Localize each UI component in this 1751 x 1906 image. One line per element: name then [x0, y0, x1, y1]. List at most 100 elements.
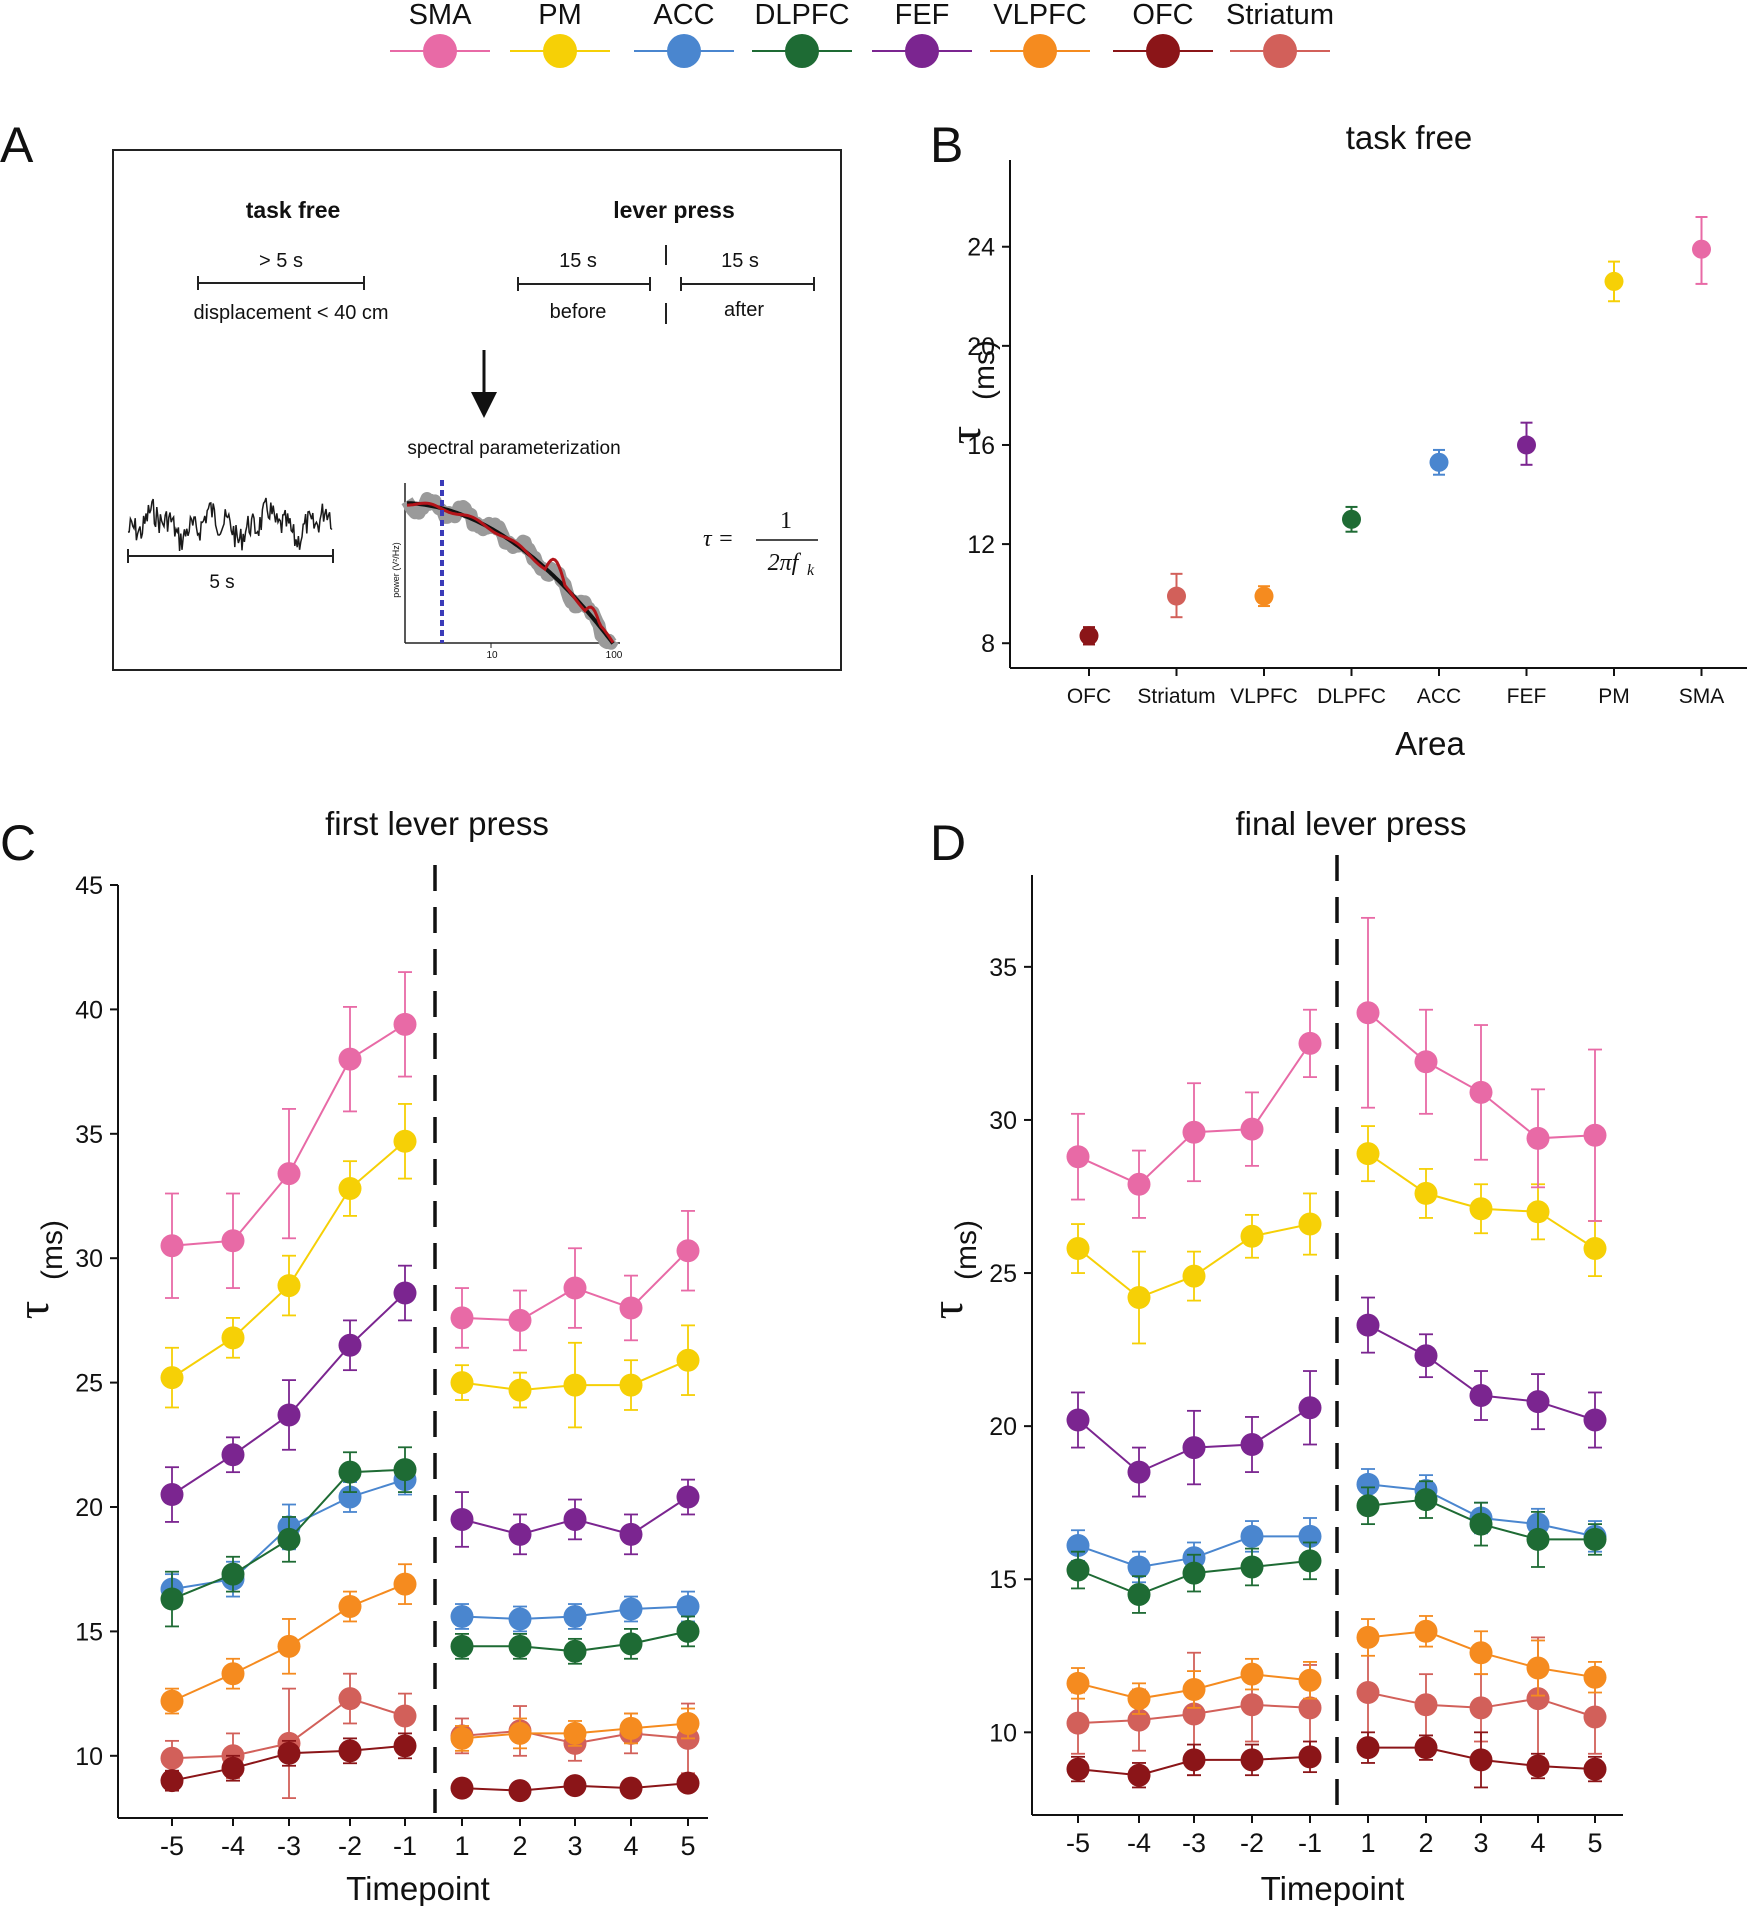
legend-marker	[423, 34, 457, 68]
panel-b-ytick-label: 24	[967, 234, 995, 262]
panel-c-xtick-label: 2	[512, 1831, 527, 1861]
panel-c-point-vlpfc	[277, 1634, 301, 1658]
panel-d-point-vlpfc	[1127, 1687, 1151, 1711]
panel-c-point-pm	[450, 1371, 474, 1395]
panel-d-point-pm	[1526, 1200, 1550, 1224]
panel-d-xtick-label: -3	[1182, 1828, 1206, 1858]
panel-c-point-ofc	[508, 1779, 532, 1803]
panel-d-point-ofc	[1469, 1748, 1493, 1772]
panel-d-xtick-label: -5	[1066, 1828, 1090, 1858]
legend-marker	[1023, 34, 1057, 68]
panel-d-point-ofc	[1240, 1748, 1264, 1772]
legend-label: PM	[538, 0, 582, 31]
panel-d-point-pm	[1583, 1237, 1607, 1261]
legend-item-striatum: Striatum	[1226, 0, 1334, 68]
panel-d-xtick-label: 3	[1473, 1828, 1488, 1858]
panel-d-ytick-label: 10	[989, 1719, 1017, 1747]
panel-d-point-fef	[1414, 1344, 1438, 1368]
panel-d-point-dlpfc	[1356, 1494, 1380, 1518]
panel-c-xtick-label: -3	[277, 1831, 301, 1861]
panel-c-point-vlpfc	[508, 1721, 532, 1745]
panel-d-ytick-label: 30	[989, 1107, 1017, 1135]
panel-d-point-striatum	[1298, 1696, 1322, 1720]
task-free-title: task free	[246, 197, 341, 223]
panel-c-point-pm	[160, 1366, 184, 1390]
before-label: before	[550, 301, 607, 323]
panel-d-xtick-label: 4	[1530, 1828, 1545, 1858]
task-free-criterion: displacement < 40 cm	[193, 302, 388, 324]
panel-b-xtick-vlpfc: VLPFC	[1230, 685, 1298, 708]
panel-d-point-vlpfc	[1356, 1625, 1380, 1649]
panel-c-point-sma	[563, 1276, 587, 1300]
psd-raw-spectrum	[401, 492, 619, 650]
panel-d-point-ofc	[1066, 1757, 1090, 1781]
panel-c-point-ofc	[450, 1776, 474, 1800]
panel-d-point-dlpfc	[1298, 1549, 1322, 1573]
panel-b-ytick-label: 16	[967, 432, 995, 460]
panel-c-point-fef	[619, 1522, 643, 1546]
panel-c-point-vlpfc	[338, 1595, 362, 1619]
legend-label: VLPFC	[993, 0, 1086, 31]
legend-label: DLPFC	[754, 0, 849, 31]
panel-c-point-sma	[277, 1162, 301, 1186]
panel-letter-d: D	[930, 815, 966, 871]
task-free-bracket	[197, 276, 365, 290]
panel-d-point-sma	[1298, 1031, 1322, 1055]
trace-scale-label: 5 s	[209, 572, 234, 593]
panel-d-point-striatum	[1469, 1696, 1493, 1720]
panel-b-xtick-dlpfc: DLPFC	[1317, 685, 1386, 708]
panel-d-ytick-label: 20	[989, 1413, 1017, 1441]
panel-c-point-dlpfc	[221, 1562, 245, 1586]
panel-c-point-pm	[563, 1373, 587, 1397]
panel-d-point-vlpfc	[1469, 1641, 1493, 1665]
panel-c-point-dlpfc	[393, 1458, 417, 1482]
formula-denominator: 2πf	[768, 550, 802, 576]
psd-xtick-100: 100	[606, 650, 623, 661]
panel-c-point-pm	[338, 1177, 362, 1201]
panel-b-xtick-ofc: OFC	[1067, 685, 1111, 708]
panel-c-point-fef	[563, 1507, 587, 1531]
panel-d-point-pm	[1356, 1142, 1380, 1166]
panel-b-point-fef	[1517, 435, 1536, 455]
panel-c-point-sma	[393, 1012, 417, 1036]
legend-marker	[1146, 34, 1180, 68]
panel-c-point-pm	[393, 1129, 417, 1153]
lever-press-brackets	[517, 245, 815, 324]
panel-d-series-pm	[1066, 1125, 1607, 1345]
panel-c-xtick-label: -4	[221, 1831, 245, 1861]
panel-d-ylabel-unit: (ms)	[950, 1220, 983, 1280]
legend-marker	[785, 34, 819, 68]
panel-c-point-ofc	[160, 1769, 184, 1793]
panel-d-xtick-label: -2	[1240, 1828, 1264, 1858]
panel-d-point-pm	[1298, 1212, 1322, 1236]
panel-c-xlabel: Timepoint	[346, 1870, 490, 1906]
panel-c-point-vlpfc	[221, 1662, 245, 1686]
panel-c-point-ofc	[619, 1776, 643, 1800]
panel-a: A task free > 5 s displacement < 40 cm l…	[0, 117, 842, 671]
legend-item-sma: SMA	[390, 0, 490, 68]
panel-d-point-vlpfc	[1240, 1662, 1264, 1686]
panel-d-xlabel: Timepoint	[1261, 1870, 1405, 1906]
panel-c-point-acc	[619, 1597, 643, 1621]
panel-c-point-fef	[450, 1507, 474, 1531]
panel-c-ytick-label: 30	[75, 1245, 103, 1273]
panel-d-series-vlpfc	[1066, 1615, 1607, 1715]
panel-d-xtick-label: 5	[1587, 1828, 1602, 1858]
panel-c-point-fef	[676, 1485, 700, 1509]
panel-d-point-striatum	[1526, 1687, 1550, 1711]
panel-c-point-fef	[508, 1522, 532, 1546]
legend-item-acc: ACC	[634, 0, 734, 68]
panel-d-point-sma	[1469, 1080, 1493, 1104]
panel-c-point-dlpfc	[619, 1632, 643, 1656]
panel-c-point-sma	[338, 1047, 362, 1071]
panel-b-point-vlpfc	[1254, 586, 1274, 606]
panel-d-point-dlpfc	[1526, 1527, 1550, 1551]
panel-d-point-fef	[1066, 1408, 1090, 1432]
panel-c-point-pm	[676, 1348, 700, 1372]
panel-b-ytick-label: 12	[967, 531, 995, 559]
psd-inset: power (V²/Hz) 10 100	[391, 480, 623, 661]
legend-item-pm: PM	[510, 0, 610, 68]
after-duration: 15 s	[721, 250, 759, 272]
panel-c-title: first lever press	[325, 805, 549, 842]
legend-label: SMA	[409, 0, 473, 31]
